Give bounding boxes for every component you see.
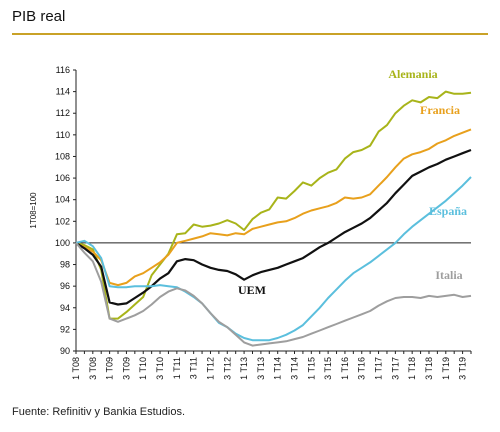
x-tick-label: 3 T09 xyxy=(121,357,131,380)
y-tick-label: 92 xyxy=(60,324,70,334)
x-tick-label: 3 T13 xyxy=(256,357,266,380)
x-tick-label: 1 T08 xyxy=(71,357,81,380)
y-tick-label: 102 xyxy=(55,216,70,226)
y-tick-label: 108 xyxy=(55,151,70,161)
x-tick-label: 1 T16 xyxy=(340,357,350,380)
x-tick-label: 1 T11 xyxy=(172,357,182,379)
x-tick-label: 1 T19 xyxy=(441,357,451,380)
x-tick-label: 1 T14 xyxy=(273,357,283,380)
x-tick-label: 1 T12 xyxy=(205,357,215,380)
series-line-francia xyxy=(75,128,472,287)
y-tick-label: 94 xyxy=(60,303,70,313)
y-tick-label: 90 xyxy=(60,346,70,356)
y-tick-label: 98 xyxy=(60,260,70,270)
y-tick-label: 114 xyxy=(56,87,70,97)
series-line-italia xyxy=(75,242,472,347)
x-tick-label: 3 T10 xyxy=(155,357,165,380)
y-tick-label: 110 xyxy=(56,130,70,140)
title-underline xyxy=(12,33,488,35)
x-tick-label: 3 T12 xyxy=(222,357,232,380)
y-tick-label: 106 xyxy=(55,173,70,183)
series-line-uem xyxy=(75,148,472,306)
y-tick-label: 100 xyxy=(55,238,70,248)
x-tick-label: 1 T15 xyxy=(306,357,316,380)
x-tick-label: 1 T17 xyxy=(374,357,384,380)
series-label-uem: UEM xyxy=(238,283,266,297)
x-tick-label: 3 T17 xyxy=(390,357,400,380)
series-label-italia: Italia xyxy=(435,268,462,282)
x-tick-label: 3 T16 xyxy=(357,357,367,380)
x-tick-label: 1 T18 xyxy=(407,357,417,380)
y-tick-label: 104 xyxy=(55,195,70,205)
x-tick-label: 3 T14 xyxy=(290,357,300,380)
series-label-alemania: Alemania xyxy=(388,67,437,81)
source-note: Fuente: Refinitiv y Bankia Estudios. xyxy=(12,406,186,418)
x-tick-label: 3 T08 xyxy=(88,357,98,380)
y-tick-label: 116 xyxy=(56,65,70,75)
chart-title: PIB real xyxy=(12,8,66,25)
series-label-francia: Francia xyxy=(420,103,460,117)
x-tick-label: 3 T15 xyxy=(323,357,333,380)
series-line-espana xyxy=(75,176,472,342)
x-tick-label: 1 T09 xyxy=(105,357,115,380)
series-label-espana: España xyxy=(429,204,467,218)
x-tick-label: 3 T18 xyxy=(424,357,434,380)
x-tick-label: 1 T10 xyxy=(138,357,148,380)
x-tick-label: 3 T19 xyxy=(458,357,468,380)
x-tick-label: 1 T13 xyxy=(239,357,249,380)
x-tick-label: 3 T11 xyxy=(189,357,199,379)
y-tick-label: 112 xyxy=(56,108,70,118)
series-line-alemania xyxy=(75,90,472,320)
y-tick-label: 96 xyxy=(60,281,70,291)
y-axis-label: 1T08=100 xyxy=(29,192,38,229)
